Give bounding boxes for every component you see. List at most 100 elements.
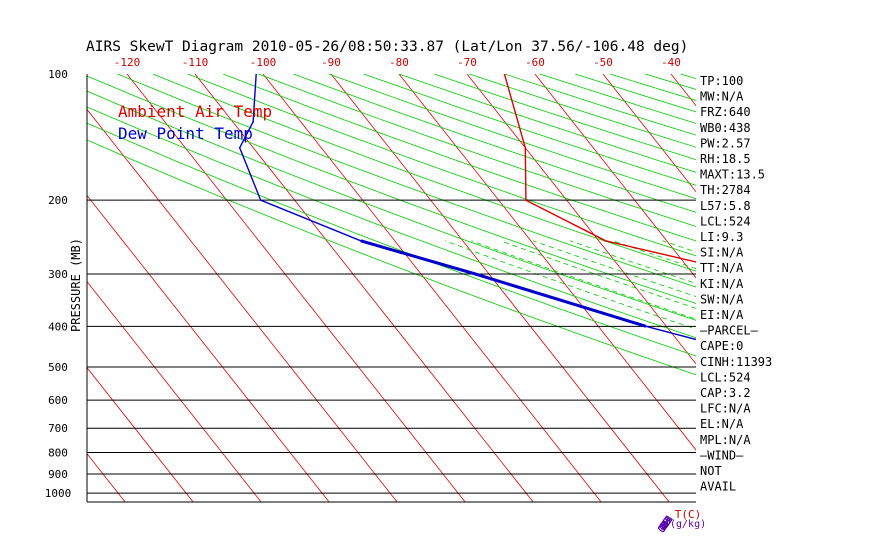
- air-temp-point: [747, 273, 749, 275]
- pressure-gridlines: [87, 199, 696, 494]
- top-temp-tick-label: -90: [321, 56, 341, 69]
- stat-entry: TH:2784: [700, 183, 751, 197]
- isotherm-line: [87, 453, 126, 502]
- dry-adiabat-line: [87, 90, 696, 321]
- pressure-tick-label: 600: [48, 394, 68, 407]
- mixing-ratio-unit: (g/kg): [670, 519, 706, 530]
- legend-dew-point: Dew Point Temp: [118, 124, 253, 143]
- stat-entry: LFC:N/A: [700, 402, 751, 416]
- pressure-tick-label: 800: [48, 447, 68, 460]
- mixing-ratio-line: [807, 241, 870, 493]
- top-temp-tick-label: -80: [389, 56, 409, 69]
- isotherm-line: [87, 280, 262, 502]
- top-temp-tick-label: -120: [114, 56, 141, 69]
- dry-adiabat-line: [293, 74, 696, 213]
- stat-entry: LCL:524: [700, 370, 751, 384]
- stat-entry: LCL:524: [700, 214, 751, 228]
- dry-adiabat-line: [504, 74, 696, 136]
- air-temp-point: [604, 239, 607, 242]
- dry-adiabat-line: [87, 106, 696, 339]
- chart-title: AIRS SkewT Diagram 2010-05-26/08:50:33.8…: [86, 39, 688, 55]
- moist-adiabat-line: [471, 240, 696, 320]
- dry-adiabat-line: [152, 74, 696, 272]
- stat-entry: MAXT:13.5: [700, 168, 765, 182]
- stat-entry: FRZ:640: [700, 105, 751, 119]
- stat-entry: TT:N/A: [700, 261, 744, 275]
- legend: Ambient Air Temp Dew Point Temp: [118, 102, 272, 143]
- top-temp-tick-label: -40: [661, 56, 681, 69]
- top-temp-tick-label: -70: [457, 56, 477, 69]
- dry-adiabat-line: [87, 75, 696, 304]
- profile-series: [238, 74, 802, 368]
- pressure-tick-label: 400: [48, 320, 68, 333]
- pressure-tick-labels: 100 200 300 400 500 600 700 800 900 1000: [45, 68, 72, 500]
- stat-entry: MW:N/A: [700, 90, 744, 104]
- moist-adiabat-line: [790, 241, 870, 493]
- moist-adiabat-line: [866, 241, 870, 493]
- pressure-tick-label: 900: [48, 468, 68, 481]
- mixing-ratio-label: 3: [660, 519, 672, 530]
- stat-entry: EI:N/A: [700, 308, 744, 322]
- isotherm-line: [398, 74, 696, 451]
- pressure-tick-label: 200: [48, 194, 68, 207]
- skewt-background-grid: [87, 74, 870, 502]
- air-temp-point: [524, 147, 527, 149]
- stat-entry: —WIND—: [700, 448, 744, 462]
- pressure-tick-label: 700: [48, 422, 68, 435]
- dew-point-point: [252, 120, 254, 123]
- mixing-ratio-line: [854, 241, 870, 493]
- mixing-ratio-label: 6: [660, 519, 672, 530]
- stat-entry: TP:100: [700, 74, 743, 88]
- pressure-tick-label: 500: [48, 361, 68, 374]
- stat-entry: —PARCEL—: [700, 324, 759, 338]
- air-temp-point: [525, 199, 527, 201]
- dry-adiabat-line: [187, 74, 696, 257]
- stat-entry: L57:5.8: [700, 199, 751, 213]
- dew-point-point: [238, 147, 241, 149]
- mixing-ratio-label: 2: [660, 519, 672, 530]
- mixing-ratio-label: 4: [660, 519, 672, 530]
- stat-entry: CINH:11393: [700, 355, 772, 369]
- dew-point-line: [238, 74, 696, 341]
- dry-adiabat-line: [786, 74, 870, 502]
- isotherm-line: [534, 74, 696, 279]
- air-temp-point: [503, 74, 506, 75]
- stat-entry: CAP:3.2: [700, 386, 751, 400]
- isotherm-line: [739, 74, 870, 502]
- pressure-tick-label: 100: [48, 68, 68, 81]
- isotherm-line: [330, 74, 670, 502]
- dry-adiabat-line: [645, 74, 696, 90]
- stat-entry: KI:N/A: [700, 277, 744, 291]
- dry-adiabat-line: [222, 74, 696, 242]
- legend-air-temp: Ambient Air Temp: [118, 102, 272, 121]
- temp-axis-unit: T(C): [675, 508, 702, 521]
- dry-adiabat-line: [363, 74, 696, 186]
- dry-adiabat-line: [87, 122, 696, 357]
- isotherm-line: [807, 74, 870, 502]
- y-axis-label: PRESSURE (MB): [69, 238, 83, 332]
- stat-entry: WB0:438: [700, 121, 751, 135]
- top-temp-tick-label: -100: [250, 56, 277, 69]
- dry-adiabat-line: [117, 74, 696, 288]
- mixing-ratio-label: 1: [660, 519, 672, 530]
- air-temp-line: [503, 74, 696, 263]
- top-temp-tick-label: -110: [182, 56, 209, 69]
- dew-point-point: [255, 74, 257, 75]
- stat-entry: PW:2.57: [700, 136, 751, 150]
- mixing-ratio-label: 8: [660, 519, 672, 530]
- top-temperature-ticks: -120 -110 -100 -90 -80 -70 -60 -50 -40: [114, 56, 681, 69]
- stat-entry: EL:N/A: [700, 417, 744, 431]
- isotherm-line: [87, 194, 330, 502]
- stat-entry: SW:N/A: [700, 292, 744, 306]
- dew-point-point: [800, 366, 802, 368]
- stat-entry: CAPE:0: [700, 339, 743, 353]
- dry-adiabat-line: [398, 74, 696, 173]
- top-temp-tick-label: -50: [593, 56, 613, 69]
- isotherm-line: [602, 74, 696, 193]
- stat-entry: NOT: [700, 464, 722, 478]
- stat-entry: SI:N/A: [700, 246, 744, 260]
- dry-adiabat-line: [87, 139, 696, 376]
